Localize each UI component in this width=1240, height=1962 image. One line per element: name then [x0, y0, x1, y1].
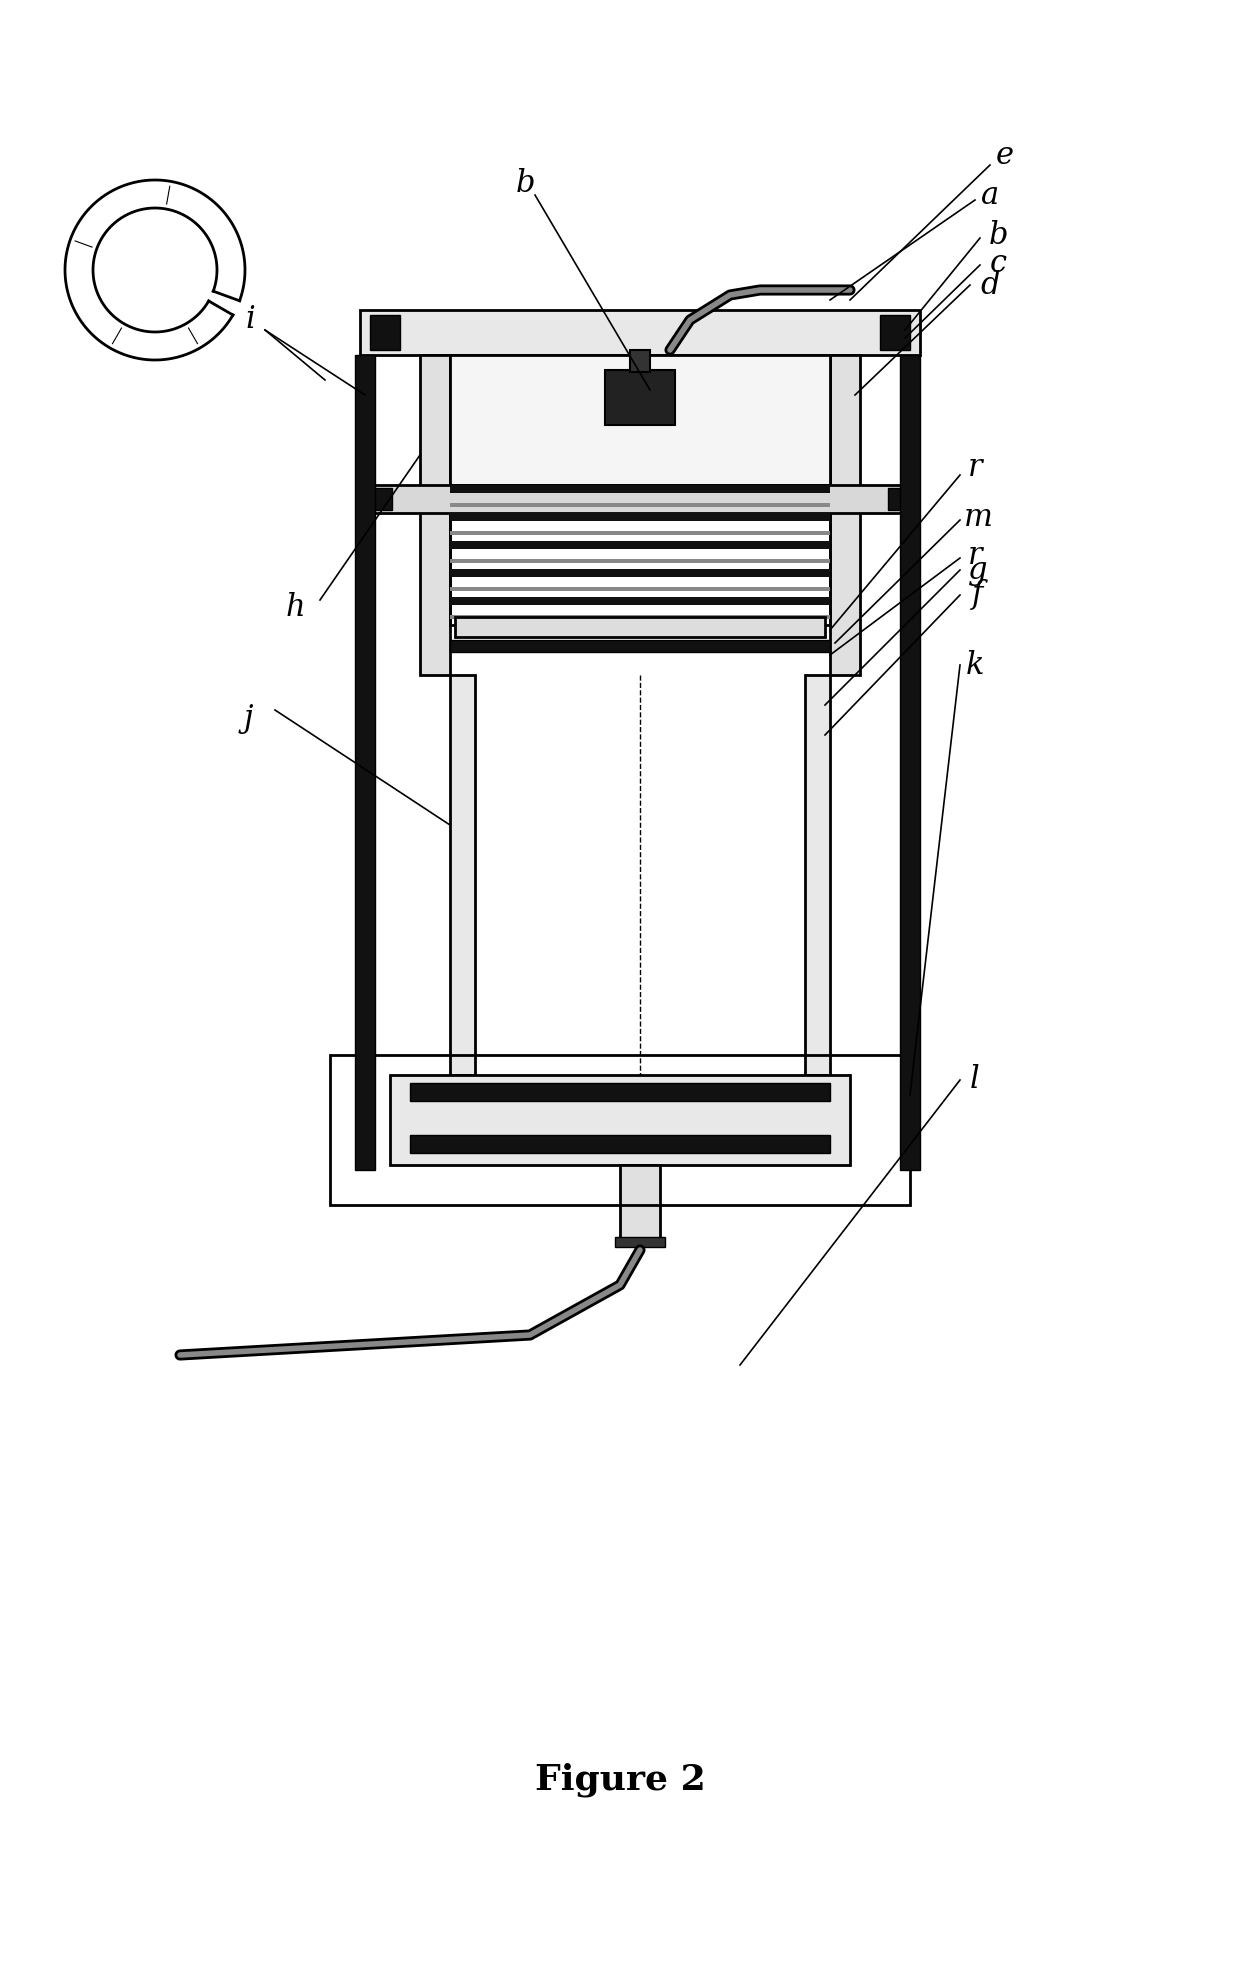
Bar — [450, 559, 830, 563]
Bar — [450, 596, 830, 606]
Text: b: b — [988, 220, 1008, 251]
Bar — [620, 1165, 660, 1246]
Bar — [450, 675, 475, 1075]
Bar — [450, 569, 830, 577]
Text: b: b — [516, 167, 534, 198]
Text: Figure 2: Figure 2 — [534, 1762, 706, 1797]
Text: c: c — [990, 247, 1007, 279]
Text: e: e — [996, 139, 1014, 171]
Text: i: i — [246, 304, 255, 336]
Bar — [410, 1083, 830, 1101]
Text: d: d — [981, 269, 999, 300]
Bar — [450, 587, 830, 591]
Bar — [360, 310, 920, 355]
Bar — [370, 489, 392, 510]
Bar — [450, 502, 830, 508]
Bar — [450, 532, 830, 536]
Bar — [355, 355, 374, 1169]
Bar — [370, 316, 401, 349]
Text: l: l — [970, 1065, 980, 1095]
Bar — [888, 489, 910, 510]
Bar — [605, 371, 675, 426]
Bar — [330, 1056, 910, 1205]
Bar — [830, 355, 861, 675]
Bar — [450, 640, 830, 651]
Bar — [900, 355, 920, 1169]
Text: k: k — [966, 649, 985, 681]
Bar — [420, 355, 450, 675]
Bar — [450, 616, 830, 620]
Bar — [450, 512, 830, 522]
Text: r: r — [967, 540, 982, 571]
Text: a: a — [981, 179, 999, 210]
Bar — [880, 316, 910, 349]
Text: j: j — [243, 702, 253, 734]
Bar — [450, 485, 830, 626]
Text: m: m — [963, 502, 992, 534]
Bar — [805, 675, 830, 1075]
Bar — [365, 485, 915, 512]
Bar — [455, 616, 825, 638]
Bar — [391, 1075, 849, 1165]
Bar — [630, 349, 650, 373]
Bar — [450, 485, 830, 492]
Bar — [615, 1236, 665, 1248]
Bar — [450, 542, 830, 549]
Bar — [450, 355, 830, 485]
Text: r: r — [967, 453, 982, 483]
Text: f: f — [972, 579, 983, 610]
Text: g: g — [968, 555, 988, 585]
Text: h: h — [285, 591, 305, 622]
Bar — [410, 1134, 830, 1154]
